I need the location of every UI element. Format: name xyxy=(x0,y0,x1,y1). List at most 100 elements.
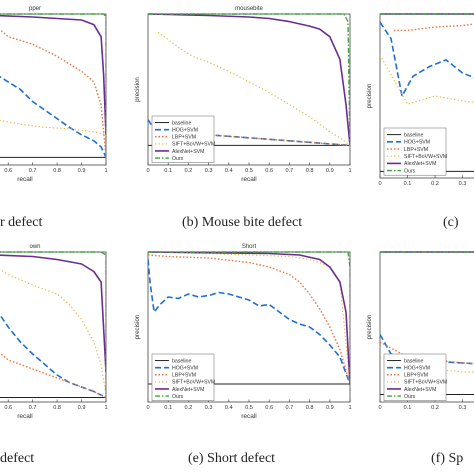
x-tick-label: 0.2 xyxy=(431,181,439,187)
legend-label: Ours xyxy=(172,156,184,162)
legend-label: SIFT+BoVW+SVM xyxy=(404,154,447,160)
legend-label: Ours xyxy=(172,394,184,400)
legend-label: HOG+SVM xyxy=(172,365,198,371)
series-line-lbp xyxy=(393,23,474,32)
x-tick-label: 0.8 xyxy=(306,168,314,174)
x-tick-label: 0.9 xyxy=(326,168,334,174)
series-line-lbp xyxy=(0,28,106,158)
x-tick-label: 0.9 xyxy=(326,405,334,411)
x-tick-label: 0.9 xyxy=(78,405,86,411)
series-line-alexnet xyxy=(148,251,350,385)
x-tick-label: 1 xyxy=(348,168,351,174)
x-tick-label: 0 xyxy=(146,405,149,411)
x-tick-label: 1 xyxy=(104,168,107,174)
series-line-hog xyxy=(380,21,474,97)
chart-panel-e: 0 0.1 0.2 0.3 0.4 0.5 0.6 0.7 0.8 0.9 1 Short recall… xyxy=(126,238,356,438)
series-line-sift xyxy=(380,54,474,105)
series-line-lbp xyxy=(380,341,474,365)
legend-label: baseline xyxy=(404,358,423,364)
x-axis-label: recall xyxy=(241,176,257,183)
chart-panel-c: 0 0.1 0.2 0.3 precision baseline HOG+SVM LBP+SV… xyxy=(360,0,474,200)
x-tick-label: 0.1 xyxy=(404,181,412,187)
legend-label: LBP+SVM xyxy=(172,373,196,379)
x-tick-label: 1 xyxy=(348,405,351,411)
series-line-sift xyxy=(157,31,350,146)
legend-box xyxy=(151,115,215,163)
legend-box xyxy=(151,353,215,401)
series-line-alexnet xyxy=(0,254,106,373)
chart-title: pper xyxy=(29,6,41,12)
x-tick-label: 0.4 xyxy=(225,405,233,411)
x-tick-label: 0.1 xyxy=(164,168,172,174)
legend-label: SIFT+BoVW+SVM xyxy=(172,380,215,386)
series-line-sift xyxy=(0,268,106,395)
legend-label: SIFT+BoVW+SVM xyxy=(404,380,447,386)
plot-frame xyxy=(0,251,107,403)
x-tick-label: 0.3 xyxy=(459,181,467,187)
chart-svg: 0.6 0.7 0.8 0.9 1 own recall xyxy=(0,244,108,420)
series-line-ours xyxy=(148,13,350,146)
chart-title: own xyxy=(29,244,40,250)
chart-panel-f: 0 0.1 0.2 0.3 precision baseline HOG+SVM LBP+SV… xyxy=(360,238,474,438)
y-axis-label: precision xyxy=(134,314,141,339)
legend-label: AlexNet+SVM xyxy=(172,387,204,393)
x-tick-label: 0.8 xyxy=(53,405,61,411)
plot-frame xyxy=(0,13,107,166)
x-tick-label: 0 xyxy=(146,168,149,174)
legend-box xyxy=(383,127,447,176)
chart-svg: 0 0.1 0.2 0.3 0.4 0.5 0.6 0.7 0.8 0.9 1 mousebite re… xyxy=(134,6,352,183)
x-tick-label: 0.5 xyxy=(245,168,253,174)
chart-panel-d: 0.6 0.7 0.8 0.9 1 own recall xyxy=(0,238,114,438)
x-tick-label: 0.6 xyxy=(4,405,12,411)
legend-label: AlexNet+SVM xyxy=(404,387,436,393)
x-axis-label: recall xyxy=(17,176,33,183)
series-line-ours xyxy=(148,251,350,384)
series-line-lbp xyxy=(148,254,350,385)
legend-label: baseline xyxy=(172,358,191,364)
legend-label: Ours xyxy=(404,394,416,400)
x-tick-label: 0.3 xyxy=(205,405,213,411)
series-line-lbp xyxy=(168,126,350,147)
x-tick-label: 0.6 xyxy=(265,168,273,174)
x-tick-label: 0.9 xyxy=(78,168,86,174)
chart-svg: 0.6 0.7 0.8 0.9 1 pper recall xyxy=(0,6,108,183)
legend-label: LBP+SVM xyxy=(404,373,428,379)
series-line-alexnet xyxy=(148,13,350,146)
x-tick-label: 0.8 xyxy=(53,168,61,174)
legend-label: HOG+SVM xyxy=(404,140,430,146)
legend-box xyxy=(383,353,447,401)
x-tick-label: 0.7 xyxy=(29,168,37,174)
legend-label: SIFT+BoVW+SVM xyxy=(172,142,215,148)
series-line-ours xyxy=(0,13,106,158)
caption-a: r defect xyxy=(0,215,43,230)
x-axis-label: recall xyxy=(241,413,257,420)
series-line-hog xyxy=(0,75,106,158)
x-tick-label: 0 xyxy=(378,181,381,187)
legend-label: baseline xyxy=(404,132,423,138)
legend-label: Ours xyxy=(404,168,416,174)
x-tick-label: 1 xyxy=(104,405,107,411)
legend-label: HOG+SVM xyxy=(404,365,430,371)
x-tick-label: 0.2 xyxy=(185,168,193,174)
series-line-hog xyxy=(148,259,350,385)
y-axis-label: precision xyxy=(134,77,141,102)
chart-panel-b: 0 0.1 0.2 0.3 0.4 0.5 0.6 0.7 0.8 0.9 1 mousebite re… xyxy=(126,0,356,200)
chart-panel-a: 0.6 0.7 0.8 0.9 1 pper recall xyxy=(0,0,114,200)
chart-svg: 0 0.1 0.2 0.3precisionbaselineHOG+SVMLBP+SV… xyxy=(366,251,474,411)
chart-svg: 0 0.1 0.2 0.3precisionbaselineHOG+SVMLBP+SV… xyxy=(366,13,474,187)
x-tick-label: 0.3 xyxy=(459,405,467,411)
x-tick-label: 0.4 xyxy=(225,168,233,174)
series-line-ours xyxy=(0,251,106,398)
y-axis-label: precision xyxy=(366,314,373,339)
x-tick-label: 0.2 xyxy=(431,405,439,411)
series-line-hog xyxy=(0,313,106,399)
legend-label: AlexNet+SVM xyxy=(172,149,204,155)
chart-title: mousebite xyxy=(235,6,263,12)
caption-e: (e) Short defect xyxy=(188,451,276,466)
caption-d: defect xyxy=(0,451,35,466)
x-tick-label: 0.6 xyxy=(265,405,273,411)
series-line-sift xyxy=(0,119,106,136)
x-tick-label: 0.6 xyxy=(4,168,12,174)
x-tick-label: 0.8 xyxy=(306,405,314,411)
x-axis-label: recall xyxy=(17,413,33,420)
